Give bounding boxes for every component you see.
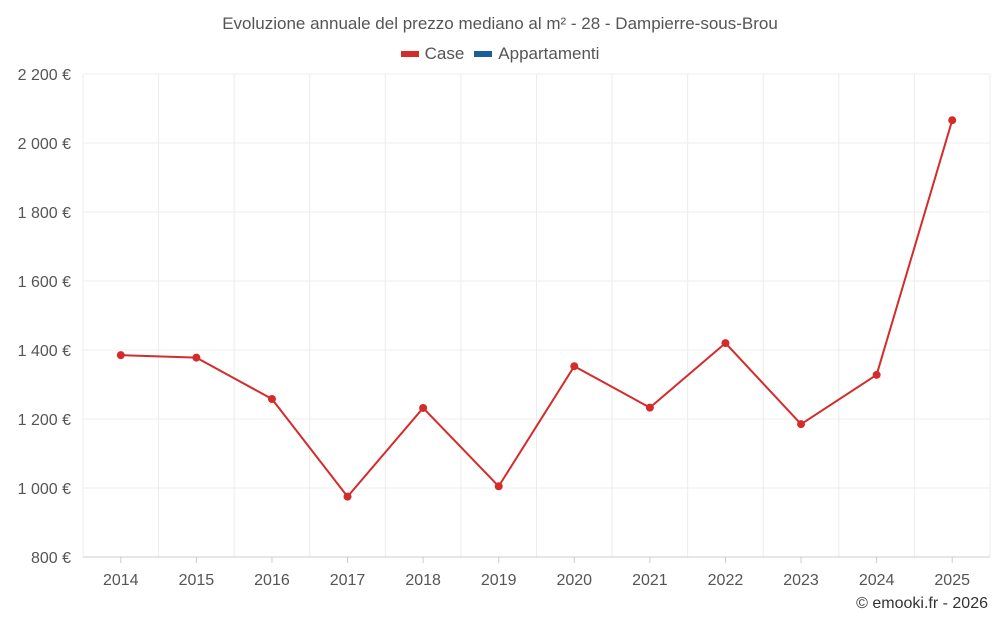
y-tick-label: 2 000 €	[18, 136, 71, 153]
data-point	[797, 420, 806, 429]
x-tick-label: 2016	[254, 572, 290, 589]
data-point	[948, 116, 957, 125]
data-point	[267, 394, 276, 403]
data-point	[419, 403, 428, 412]
x-tick-label: 2022	[708, 572, 744, 589]
x-tick-label: 2025	[934, 572, 970, 589]
data-point	[494, 482, 503, 491]
x-tick-label: 2024	[859, 572, 895, 589]
legend-item-case[interactable]: Case	[400, 44, 465, 64]
y-tick-label: 1 400 €	[18, 343, 71, 360]
chart-title: Evoluzione annuale del prezzo mediano al…	[222, 14, 778, 33]
x-tick-label: 2017	[330, 572, 366, 589]
x-tick-label: 2021	[632, 572, 668, 589]
legend: Case Appartamenti	[0, 44, 1000, 64]
data-point	[872, 370, 881, 379]
legend-swatch-case	[400, 51, 419, 57]
y-tick-label: 1 800 €	[18, 205, 71, 222]
x-tick-label: 2019	[481, 572, 517, 589]
data-point	[570, 362, 579, 371]
y-tick-label: 800 €	[31, 550, 71, 567]
series-line-case	[120, 119, 954, 498]
data-point	[343, 492, 352, 501]
legend-item-appartamenti[interactable]: Appartamenti	[474, 44, 599, 64]
x-tick-label: 2023	[783, 572, 819, 589]
data-point	[192, 353, 201, 362]
y-tick-label: 1 600 €	[18, 274, 71, 291]
data-point	[116, 351, 125, 360]
x-tick-label: 2014	[103, 572, 139, 589]
x-tick-label: 2020	[556, 572, 592, 589]
credit-text: © emooki.fr - 2026	[856, 595, 988, 612]
legend-swatch-appartamenti	[474, 51, 493, 57]
x-tick-label: 2015	[179, 572, 215, 589]
y-tick-label: 1 200 €	[18, 412, 71, 429]
y-tick-label: 2 200 €	[18, 67, 71, 84]
x-tick-label: 2018	[405, 572, 441, 589]
data-point	[645, 403, 654, 412]
legend-label-appartamenti: Appartamenti	[498, 44, 600, 63]
legend-label-case: Case	[424, 44, 465, 63]
y-tick-label: 1 000 €	[18, 481, 71, 498]
data-point	[721, 339, 730, 348]
